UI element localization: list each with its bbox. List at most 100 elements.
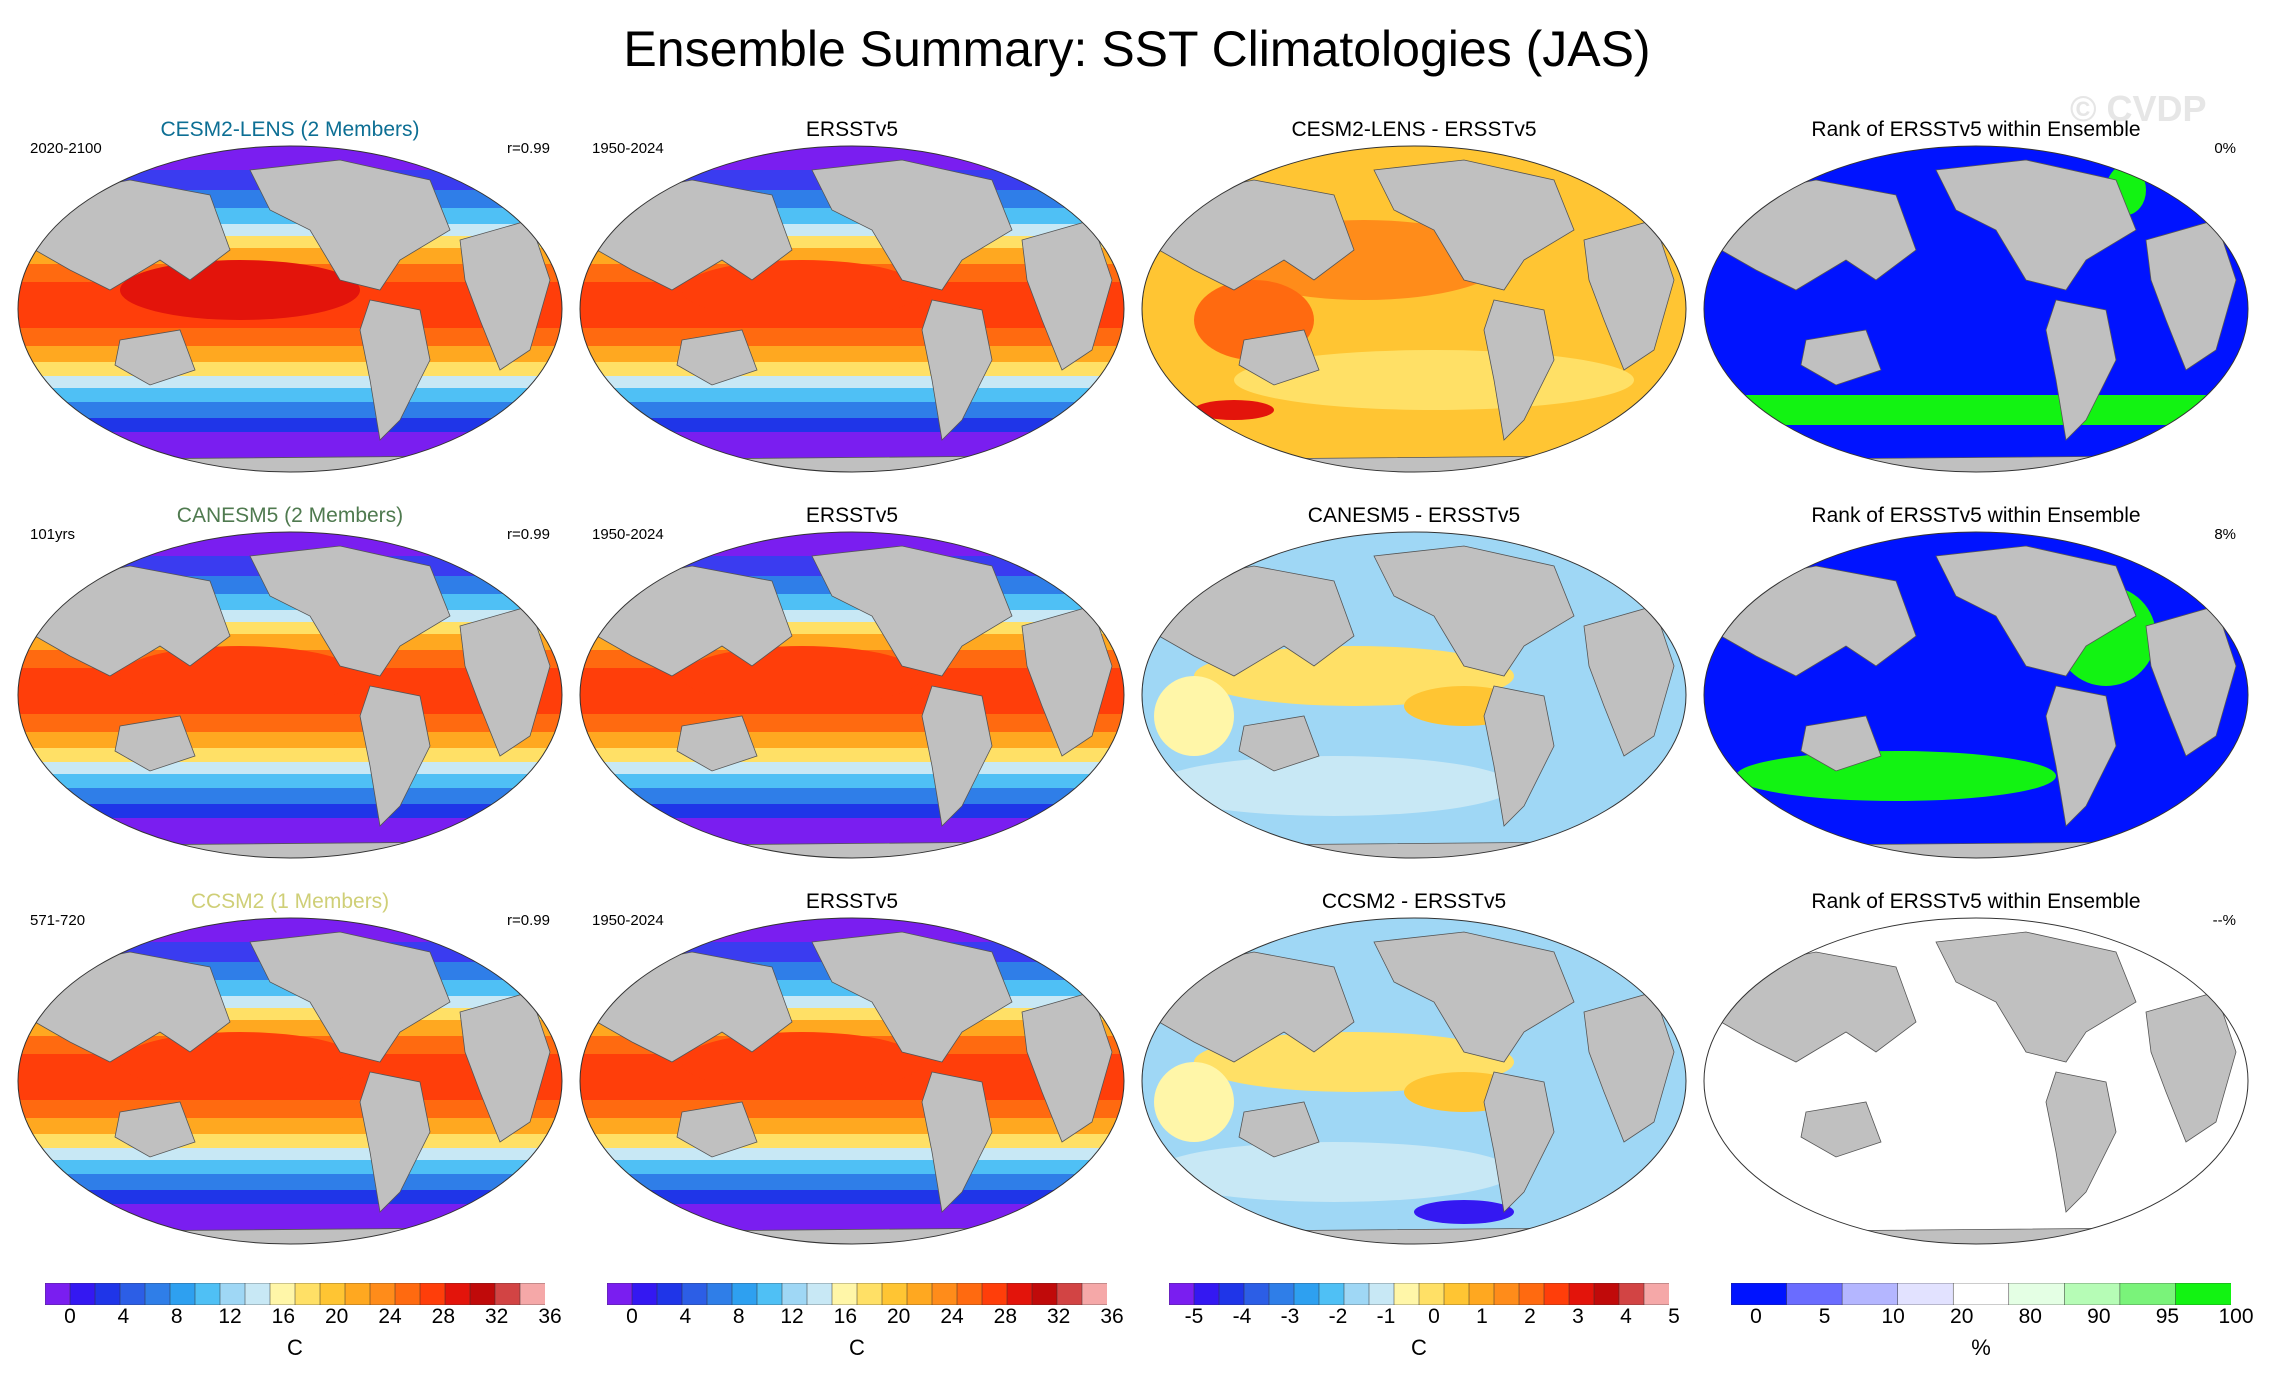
panel-period: 1950-2024 [592, 912, 664, 929]
landmass [1373, 545, 1575, 677]
colorbar-swatch [1643, 1283, 1669, 1305]
panel-title: ERSSTv5 [805, 504, 899, 527]
colorbar-tick-label: 20 [1950, 1305, 1974, 1328]
landmass [2045, 299, 2117, 441]
world-map [17, 145, 563, 473]
panel-title: CANESM5 (2 Members) [176, 504, 404, 527]
panel-stat: r=0.99 [507, 912, 550, 929]
panel-title: ERSSTv5 [805, 118, 899, 141]
colorbar-swatch [194, 1283, 221, 1305]
landmass [29, 179, 231, 291]
landmass [18, 1226, 562, 1244]
colorbar-swatch [1443, 1283, 1470, 1305]
colorbar-units-label: C [287, 1335, 303, 1360]
landmass [591, 179, 793, 291]
colorbar-swatch [444, 1283, 471, 1305]
colorbar-units-label: C [849, 1335, 865, 1360]
landmass [591, 951, 793, 1063]
colorbar-swatch [756, 1283, 783, 1305]
colorbar-swatch [219, 1283, 246, 1305]
colorbar-swatch [1418, 1283, 1445, 1305]
diff-map-panel: CANESM5 - ERSSTv5 [1134, 504, 1694, 864]
colorbar-tick-label: 32 [484, 1305, 509, 1328]
colorbar-tick-label: 36 [1100, 1305, 1124, 1328]
panel-title: CESM2-LENS - ERSSTv5 [1291, 118, 1537, 141]
landmass [1935, 159, 2137, 291]
colorbar-tick-label: 0 [1428, 1305, 1440, 1328]
landmass [580, 840, 1124, 858]
colorbar-swatch [1618, 1283, 1645, 1305]
colorbar-swatch [1218, 1283, 1245, 1305]
panel-title: CCSM2 - ERSSTv5 [1321, 890, 1507, 913]
world-map [579, 917, 1125, 1245]
colorbar-tick-label: 95 [2155, 1305, 2180, 1328]
colorbar-swatch [1731, 1283, 1788, 1305]
colorbar-swatch [369, 1283, 396, 1305]
colorbar-swatch [119, 1283, 146, 1305]
world-map [1703, 145, 2249, 473]
landmass [359, 299, 431, 441]
landmass [921, 299, 993, 441]
world-map [1703, 531, 2249, 859]
colorbar-swatch [781, 1283, 808, 1305]
colorbar [1731, 1283, 2231, 1305]
colorbar-swatch [1393, 1283, 1420, 1305]
landmass [1704, 1226, 2248, 1244]
landmass [114, 1101, 196, 1158]
colorbar-tick-label: 3 [1572, 1305, 1584, 1328]
diff-map-panel: CCSM2 - ERSSTv5 [1134, 890, 1694, 1250]
landmass [249, 931, 451, 1063]
colorbar-swatch [1952, 1283, 2010, 1305]
colorbar [45, 1283, 545, 1305]
panel-title: CCSM2 (1 Members) [190, 890, 390, 913]
colorbar-swatch [169, 1283, 196, 1305]
colorbar-tick-label: 12 [780, 1305, 804, 1328]
landmass [1142, 840, 1686, 858]
colorbar-tick-label: 20 [324, 1305, 349, 1328]
panel-period: 571-720 [30, 912, 86, 929]
landmass [1153, 951, 1355, 1063]
landmass [18, 840, 562, 858]
colorbar-swatch [344, 1283, 371, 1305]
landmass [1483, 1071, 1555, 1213]
landmass [359, 685, 431, 827]
colorbar-tick-label: 0 [1750, 1305, 1762, 1328]
model-map-panel: CCSM2 (1 Members) 571-720 r=0.99 [10, 890, 570, 1250]
landmass [249, 545, 451, 677]
colorbar-swatch [1468, 1283, 1495, 1305]
colorbar-swatch [469, 1283, 496, 1305]
landmass [1238, 329, 1320, 386]
model-map-panel: CANESM5 (2 Members) 101yrs r=0.99 [10, 504, 570, 864]
colorbar-tick-label: 0 [626, 1305, 638, 1328]
colorbar-units-label: % [1971, 1335, 1991, 1360]
landmass [2045, 1071, 2117, 1213]
landmass [1704, 840, 2248, 858]
landmass [1238, 715, 1320, 772]
colorbar-swatch [656, 1283, 683, 1305]
obs-map-panel: ERSSTv5 1950-2024 [572, 890, 1132, 1250]
landmass [580, 1226, 1124, 1244]
colorbar-tick-label: -5 [1184, 1305, 1204, 1328]
colorbar-tick-label: 80 [2018, 1305, 2042, 1328]
obs-map-panel: ERSSTv5 1950-2024 [572, 118, 1132, 478]
colorbar-tick-label: 32 [1046, 1305, 1071, 1328]
landmass [1373, 931, 1575, 1063]
colorbar-tick-label: 16 [833, 1305, 857, 1328]
landmass [676, 715, 758, 772]
colorbar-tick-label: 0 [64, 1305, 76, 1328]
landmass [29, 565, 231, 677]
colorbar-swatch [706, 1283, 733, 1305]
colorbar-swatch [931, 1283, 958, 1305]
colorbar-swatch [45, 1283, 71, 1305]
colorbar-swatch [1343, 1283, 1370, 1305]
model-map-panel: CESM2-LENS (2 Members) 2020-2100 r=0.99 [10, 118, 570, 478]
obs-map-panel: ERSSTv5 1950-2024 [572, 504, 1132, 864]
colorbar-swatch [731, 1283, 758, 1305]
landmass [1483, 685, 1555, 827]
colorbar-tick-label: 5 [1818, 1305, 1831, 1328]
colorbar-tick-label: 4 [1620, 1305, 1632, 1328]
landmass [1715, 565, 1917, 677]
colorbar-tick-label: 24 [378, 1305, 402, 1328]
landmass [1800, 715, 1882, 772]
panel-period: 1950-2024 [592, 140, 664, 157]
